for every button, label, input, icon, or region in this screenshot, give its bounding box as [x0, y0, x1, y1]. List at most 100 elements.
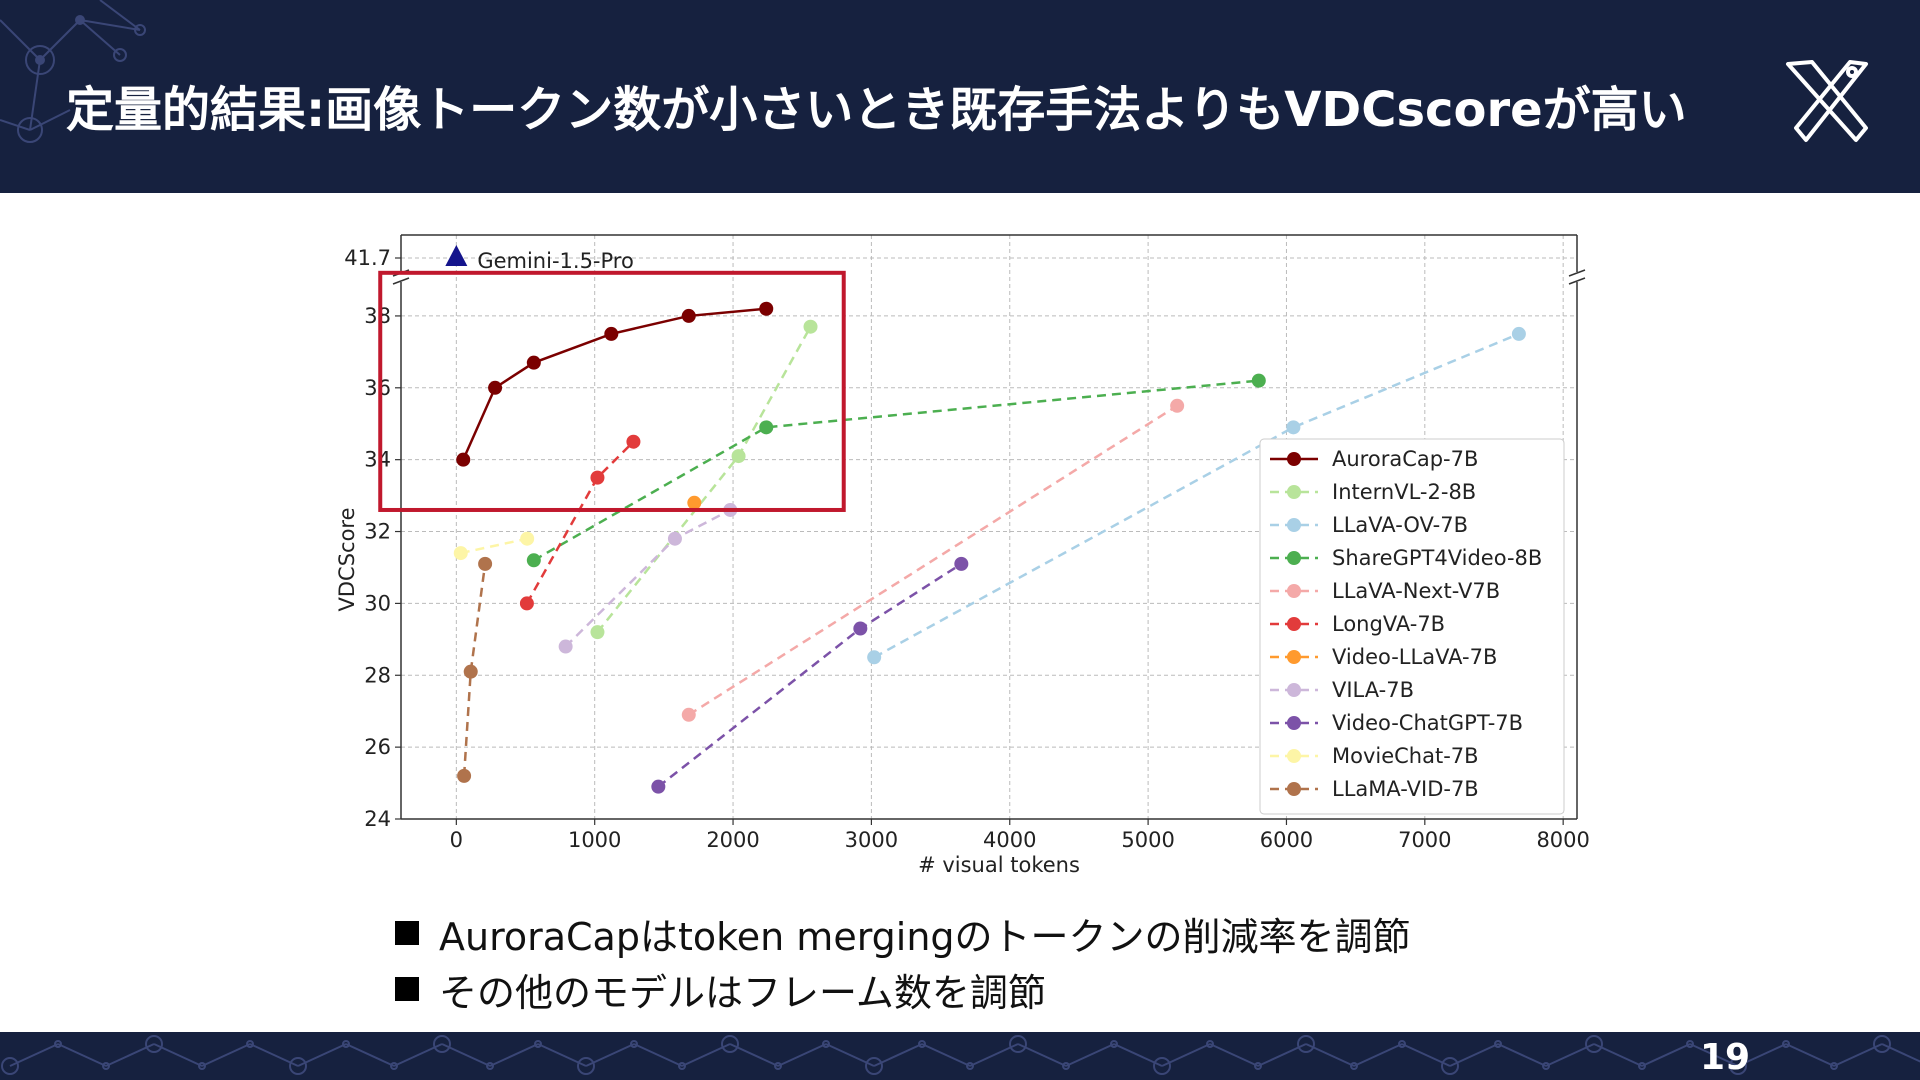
legend-label: Video-ChatGPT-7B	[1332, 711, 1523, 735]
legend-label: LLaVA-OV-7B	[1332, 513, 1468, 537]
axis-break-mark-left-gap	[393, 272, 409, 282]
data-point	[667, 531, 682, 546]
crossed-tools-icon	[1786, 60, 1868, 142]
data-point	[867, 650, 882, 665]
slide-footer	[0, 1032, 1920, 1080]
y-tick-label: 24	[364, 807, 391, 831]
data-point	[651, 779, 666, 794]
x-axis-label: # visual tokens	[918, 853, 1080, 877]
page-number: 19	[1699, 1037, 1751, 1078]
bullet-square-icon	[395, 921, 419, 945]
legend-label: Video-LLaVA-7B	[1332, 645, 1497, 669]
data-point	[687, 495, 702, 510]
series-line	[462, 563, 487, 776]
data-point	[590, 470, 605, 485]
data-point	[626, 434, 641, 449]
legend-marker	[1287, 485, 1301, 499]
data-point	[731, 449, 746, 464]
network-decoration-icon	[0, 0, 146, 143]
legend-label: LLaVA-Next-V7B	[1332, 579, 1500, 603]
x-tick-label: 5000	[1121, 828, 1174, 852]
y-tick-label: 36	[364, 376, 391, 400]
gemini-label: Gemini-1.5-Pro	[477, 249, 634, 273]
series-line	[462, 307, 767, 461]
x-tick-label: 8000	[1536, 828, 1589, 852]
x-tick-label: 1000	[568, 828, 621, 852]
bullet-list: AuroraCapはtoken mergingのトークンの削減率を調節 その他の…	[395, 905, 1411, 1017]
data-point	[526, 553, 541, 568]
data-point	[520, 531, 535, 546]
bullet-text: AuroraCapはtoken mergingのトークンの削減率を調節	[439, 914, 1411, 959]
bullet-item: AuroraCapはtoken mergingのトークンの削減率を調節	[395, 905, 1411, 961]
legend-label: LongVA-7B	[1332, 612, 1445, 636]
y-tick-label: 28	[364, 663, 391, 687]
series-line	[564, 508, 731, 648]
legend-marker	[1287, 551, 1301, 565]
bullet-text: その他のモデルはフレーム数を調節	[439, 970, 1046, 1015]
series-line	[596, 326, 812, 633]
legend-label: AuroraCap-7B	[1332, 447, 1478, 471]
legend-label: MovieChat-7B	[1332, 744, 1479, 768]
data-point	[759, 420, 774, 435]
data-point	[1286, 420, 1301, 435]
legend-marker	[1287, 716, 1301, 730]
y-tick-label: 30	[364, 591, 391, 615]
x-tick-label: 4000	[983, 828, 1036, 852]
series-line	[525, 440, 635, 605]
data-point	[681, 308, 696, 323]
data-point	[604, 326, 619, 341]
legend-marker	[1287, 683, 1301, 697]
legend-marker	[1287, 650, 1301, 664]
y-tick-label: 38	[364, 304, 391, 328]
data-point	[853, 621, 868, 636]
y-tick-label: 41.7	[344, 246, 391, 270]
slide-title: 定量的結果:画像トークン数が小さいとき既存手法よりもVDCscoreが高い	[66, 82, 1687, 138]
y-axis-label: VDCScore	[335, 507, 359, 611]
legend-label: InternVL-2-8B	[1332, 480, 1476, 504]
data-point	[453, 546, 468, 561]
data-point	[519, 596, 534, 611]
slide-header: 定量的結果:画像トークン数が小さいとき既存手法よりもVDCscoreが高い	[0, 0, 1920, 193]
gemini-triangle-marker	[445, 245, 468, 266]
series-line	[533, 379, 1259, 562]
legend-label: ShareGPT4Video-8B	[1332, 546, 1542, 570]
data-point	[456, 452, 471, 467]
x-tick-label: 3000	[845, 828, 898, 852]
network-decoration-icon	[1, 1035, 1920, 1075]
legend-marker	[1287, 749, 1301, 763]
y-tick-label: 26	[364, 735, 391, 759]
axis-break-mark-right-gap	[1569, 272, 1585, 282]
data-point	[590, 625, 605, 640]
data-point	[558, 639, 573, 654]
data-point	[954, 556, 969, 571]
axis-break-mark-right	[1568, 269, 1586, 277]
axis-break-mark-right	[1568, 277, 1586, 285]
x-tick-label: 2000	[706, 828, 759, 852]
x-tick-label: 7000	[1398, 828, 1451, 852]
legend-marker	[1287, 452, 1301, 466]
data-point	[488, 380, 503, 395]
legend-box	[1259, 438, 1565, 815]
vdcscore-chart: 0 1000 2000 3000 4000 5000 6000 7000 8000 24 26 28 3…	[335, 234, 1590, 877]
y-tick-label: 34	[364, 448, 391, 472]
series-line	[688, 404, 1178, 716]
series-line	[460, 537, 528, 555]
data-point	[478, 556, 493, 571]
legend-label: LLaMA-VID-7B	[1332, 777, 1479, 801]
legend-marker	[1287, 782, 1301, 796]
data-point	[526, 355, 541, 370]
highlight-box	[378, 270, 846, 512]
legend-marker	[1287, 617, 1301, 631]
bullet-item: その他のモデルはフレーム数を調節	[395, 961, 1411, 1017]
x-tick-label: 0	[450, 828, 463, 852]
legend-label: VILA-7B	[1332, 678, 1414, 702]
data-point	[681, 707, 696, 722]
data-point	[1170, 398, 1185, 413]
data-point	[803, 319, 818, 334]
data-point	[759, 301, 774, 316]
legend-marker	[1287, 584, 1301, 598]
data-point	[1251, 373, 1266, 388]
x-tick-label: 6000	[1260, 828, 1313, 852]
bullet-square-icon	[395, 977, 419, 1001]
legend-marker	[1287, 518, 1301, 532]
